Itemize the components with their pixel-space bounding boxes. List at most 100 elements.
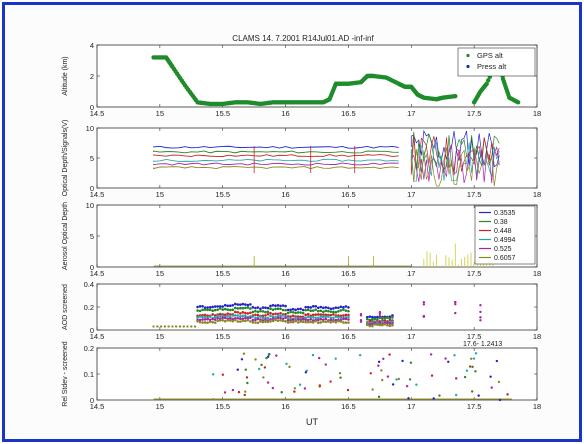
aod-point [208, 308, 212, 312]
aod-point [203, 308, 207, 311]
aod-point [206, 321, 209, 324]
aod-point [211, 309, 214, 313]
aod-point [311, 313, 315, 317]
aod-point [249, 316, 252, 320]
aod-point [316, 318, 320, 322]
aod-point [198, 309, 202, 313]
aod-point [254, 318, 257, 322]
aod-point [276, 316, 280, 320]
stdev-point [380, 369, 383, 372]
aod-point [223, 307, 227, 311]
aod-point [206, 314, 209, 317]
stdev-point [231, 388, 235, 392]
legend-label: 0.525 [494, 246, 512, 253]
aod-point [383, 319, 387, 322]
aod-point [378, 314, 382, 318]
aod-point [291, 314, 295, 318]
aod-point [246, 312, 250, 315]
aod-point [221, 305, 225, 308]
signal-line [153, 154, 399, 158]
aod-point [254, 306, 257, 310]
aod-point [391, 321, 394, 325]
stdev-point [257, 367, 261, 371]
aod-point [228, 304, 232, 308]
aod-point [296, 318, 300, 321]
aod-point [196, 314, 199, 318]
x-tick-label: 16.5 [341, 332, 356, 341]
x-tick-label: 16.5 [341, 269, 356, 278]
aod-point [163, 325, 166, 328]
aod-point [254, 316, 257, 320]
aod-point [228, 319, 232, 322]
aod-point [203, 306, 207, 310]
chart-title: CLAMS 14. 7.2001 R14Jul01.AD -inf-inf [232, 34, 374, 43]
aod-point [321, 306, 325, 310]
aod-point [196, 316, 199, 319]
y-tick-label: 5 [90, 154, 94, 163]
stdev-point [271, 386, 275, 390]
stdev-point [329, 380, 332, 383]
y-tick-label: 0 [90, 263, 94, 272]
aod-point [301, 320, 305, 324]
aod-point [256, 306, 260, 309]
y-tick-label: 0 [90, 326, 94, 335]
aod-point [479, 316, 482, 319]
altitude-point [484, 81, 489, 86]
aod-point [244, 316, 247, 320]
aod-point [274, 312, 277, 316]
aod-point [327, 309, 330, 313]
legend-label: GPS alt [477, 51, 504, 60]
stdev-point [275, 354, 278, 357]
panel-4: 14.5 15 15.5 16 16.5 17 17.5 18 0 0.2 0.4 AOD scree… [62, 280, 541, 341]
aod-point [201, 304, 204, 308]
aod-point [347, 315, 350, 319]
aod-point [218, 319, 222, 322]
aod-point [342, 317, 345, 321]
aod-point [259, 318, 262, 321]
stdev-point [455, 377, 458, 380]
x-tick-label: 14.5 [90, 402, 105, 411]
aod-point [391, 323, 394, 327]
signal-line [153, 162, 399, 166]
y-axis-label: AOD screened [62, 284, 69, 330]
aod-point [246, 317, 250, 320]
aod-point [311, 309, 315, 312]
aod-point [388, 322, 392, 325]
x-tick-label: 17.5 [467, 190, 482, 199]
aod-point [309, 309, 313, 312]
aod-point [241, 317, 245, 321]
stdev-point [324, 363, 327, 366]
y-tick-label: 0 [90, 184, 94, 193]
aod-point [269, 304, 272, 308]
aod-point [223, 316, 227, 320]
aod-point [324, 309, 328, 313]
aod-point [241, 314, 245, 318]
aod-point [319, 313, 323, 316]
aod-point [226, 314, 230, 318]
x-tick-label: 15 [156, 190, 164, 199]
aod-point [236, 316, 240, 320]
aod-point [291, 320, 295, 324]
aod-point [239, 303, 242, 306]
aod-point [269, 317, 272, 321]
aod-point [311, 319, 315, 322]
aod-point [329, 320, 333, 324]
aod-point [306, 308, 310, 312]
aod-point [266, 306, 270, 310]
aod-point [454, 303, 457, 306]
aod-point [373, 317, 377, 321]
aod-point [241, 311, 245, 314]
figure-canvas: CLAMS 14. 7.2001 R14Jul01.AD -inf-inf 14… [62, 34, 541, 427]
aod-point [218, 314, 222, 318]
aod-point [386, 316, 389, 320]
aod-point [296, 321, 300, 324]
aod-point [339, 314, 343, 318]
aod-point [304, 313, 307, 317]
aod-point [324, 320, 328, 324]
aod-point [226, 312, 230, 315]
stdev-point [474, 352, 478, 355]
aod-point [329, 307, 333, 311]
stdev-point [212, 398, 215, 401]
aod-point [261, 316, 265, 320]
x-axis-label: UT [306, 417, 318, 427]
